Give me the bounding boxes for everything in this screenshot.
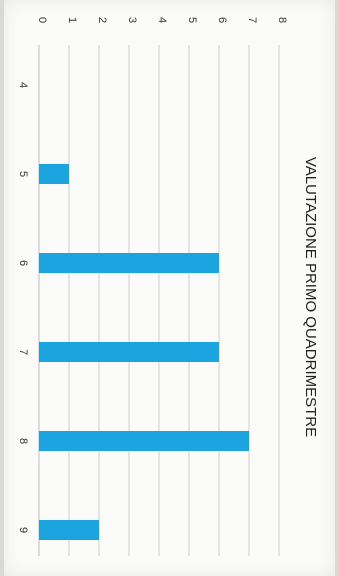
chart-title: VALUTAZIONE PRIMO QUADRIMESTRE bbox=[302, 157, 319, 437]
bar-6 bbox=[39, 253, 219, 273]
category-tick-label: 9 bbox=[17, 527, 29, 533]
value-tick-label: 0 bbox=[36, 17, 48, 23]
value-tick-labels: 0 1 2 3 4 5 6 7 8 bbox=[36, 17, 288, 23]
value-tick-label: 1 bbox=[66, 17, 78, 23]
value-tick-label: 2 bbox=[96, 17, 108, 23]
bar-8 bbox=[39, 431, 249, 451]
value-tick-label: 6 bbox=[216, 17, 228, 23]
value-tick-label: 3 bbox=[126, 17, 138, 23]
category-tick-label: 5 bbox=[17, 171, 29, 177]
category-tick-labels: 4 5 6 7 8 9 bbox=[17, 82, 29, 533]
category-tick-label: 7 bbox=[17, 349, 29, 355]
bar-9 bbox=[39, 520, 99, 540]
value-tick-label: 7 bbox=[246, 17, 258, 23]
value-tick-label: 5 bbox=[186, 17, 198, 23]
gridlines bbox=[38, 45, 280, 556]
category-tick-label: 8 bbox=[17, 438, 29, 444]
category-tick-label: 6 bbox=[17, 260, 29, 266]
bars bbox=[39, 164, 249, 540]
paper-background bbox=[4, 0, 335, 576]
bar-5 bbox=[39, 164, 69, 184]
category-tick-label: 4 bbox=[17, 82, 29, 88]
bar-7 bbox=[39, 342, 219, 362]
value-tick-label: 8 bbox=[276, 17, 288, 23]
value-tick-label: 4 bbox=[156, 17, 168, 23]
